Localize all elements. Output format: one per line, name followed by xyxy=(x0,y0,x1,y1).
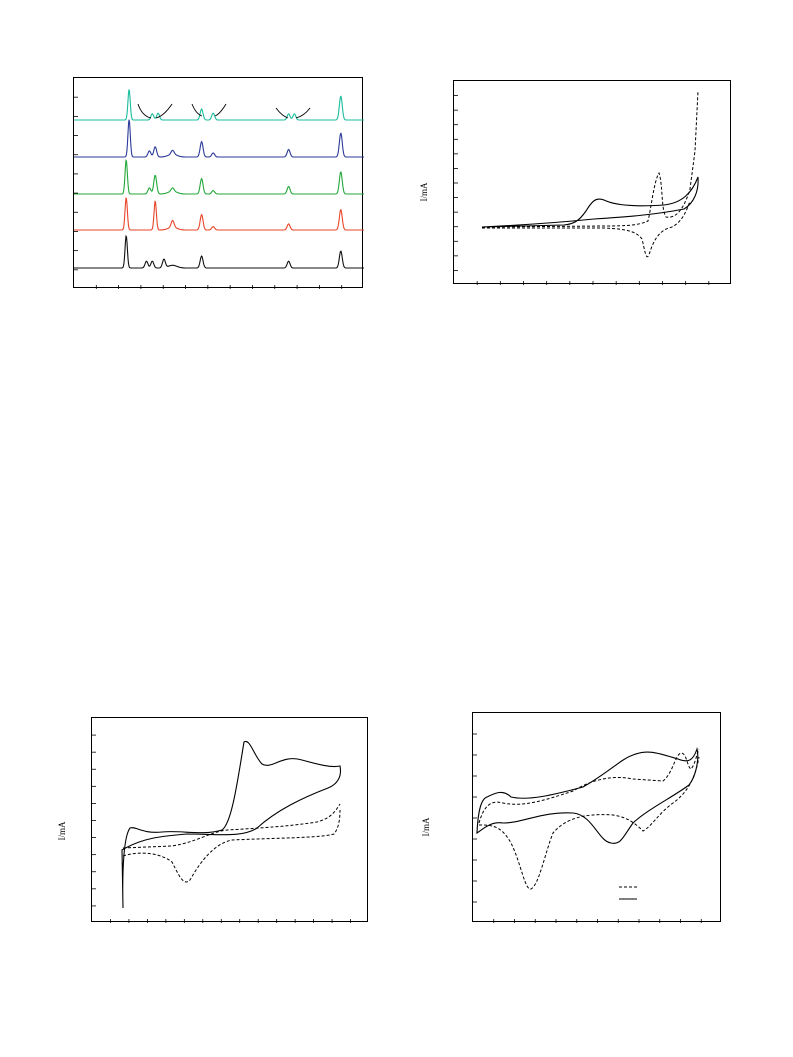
annotation-arrow xyxy=(137,103,152,119)
annotation-arrow xyxy=(275,107,289,119)
xrd-pattern-line xyxy=(74,234,364,269)
xrd-plot-area xyxy=(74,89,364,289)
cv-solid-curve xyxy=(476,747,699,844)
xrd-pattern-line xyxy=(74,119,364,158)
cv-dashed-curve xyxy=(478,748,700,890)
cv-solid-curve xyxy=(121,740,342,909)
annotation-arrow xyxy=(214,103,227,117)
xrd-chart xyxy=(73,77,364,289)
cv-chart-bottom-right xyxy=(472,712,721,923)
annotation-arrow xyxy=(295,107,311,119)
cv-plot-area xyxy=(473,733,702,923)
cv-chart-bottom-left xyxy=(91,717,368,923)
cv-dashed-curve xyxy=(122,803,341,883)
xrd-pattern-line xyxy=(74,89,364,121)
y-axis-label: I/mA xyxy=(57,821,67,841)
cv-solid-curve xyxy=(481,176,699,228)
cv-plot-area xyxy=(454,90,710,285)
annotation-arrow xyxy=(191,103,203,117)
y-axis-label: I/mA xyxy=(419,182,429,202)
annotation-arrow xyxy=(155,103,173,119)
cv-dashed-curve xyxy=(481,90,699,258)
cv-plot-area xyxy=(92,734,351,923)
cv-chart-top-right xyxy=(453,80,731,285)
xrd-pattern-line xyxy=(74,196,364,231)
xrd-pattern-line xyxy=(74,159,364,195)
y-axis-label: I/mA xyxy=(421,817,431,837)
